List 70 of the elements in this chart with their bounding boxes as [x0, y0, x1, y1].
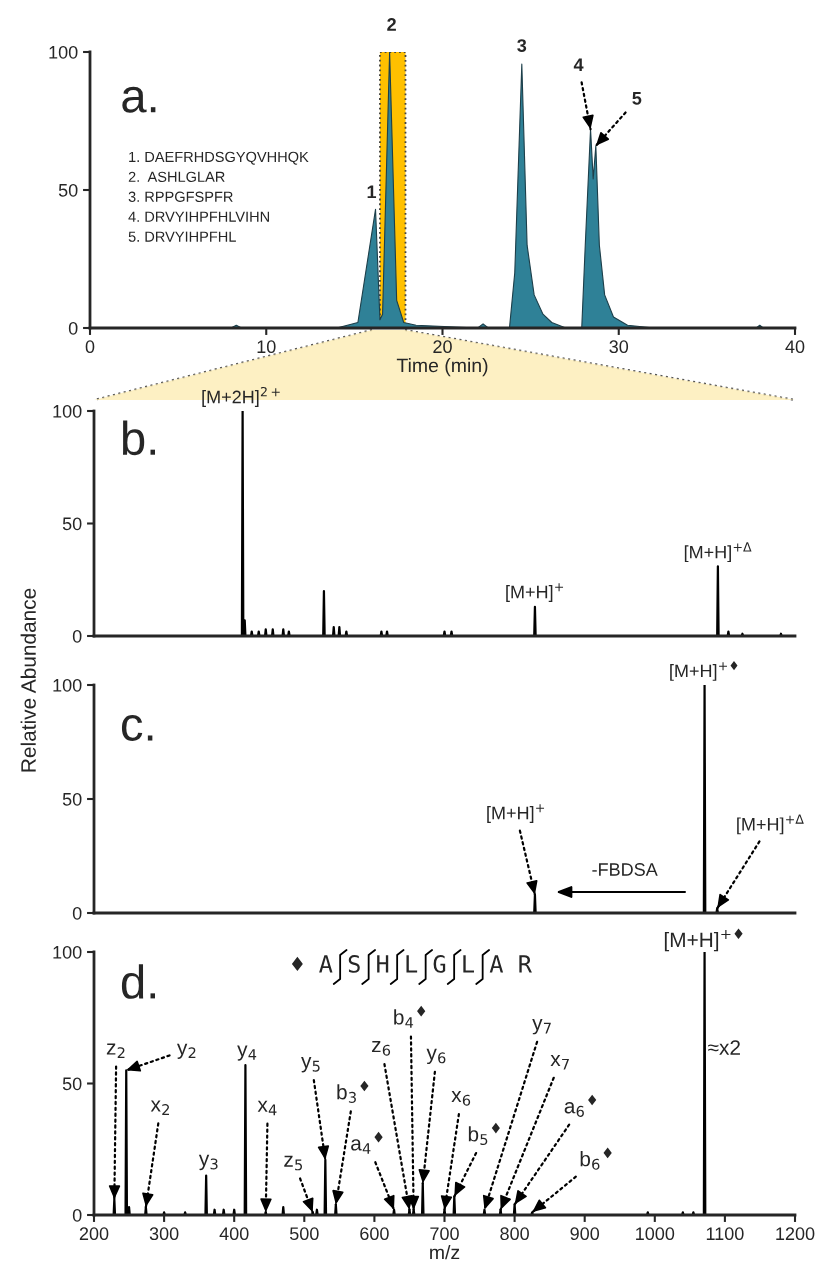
- y-tick-label: 50: [62, 1077, 82, 1091]
- x-tick-label: 400: [219, 1227, 249, 1241]
- annotation: ♦ A S H L G L A R: [291, 954, 532, 973]
- annotation: [M+H]$^{+}$: [506, 583, 564, 602]
- annotation: a.: [122, 86, 156, 113]
- x-tick-label: 200: [79, 1227, 109, 1241]
- annotation: y$_{5}$: [301, 1057, 320, 1073]
- annotation: ≈x2: [708, 1040, 740, 1055]
- annotation: x$_{4}$: [257, 1100, 277, 1116]
- annotation: y$_{6}$: [426, 1048, 446, 1065]
- annotation: 1. DAEFRHDSGYQVHHQK 2. ASHLGLAR 3. RPPGFSPFR 4. DRVYIHPFHLVIHN 5. DRVYIHPFHL: [128, 151, 309, 242]
- x-axis-title: Time (min): [396, 358, 488, 377]
- annotation: b$_{6}$$^{♦}$: [580, 1147, 612, 1170]
- annotation: [M+H]$^{+Δ}$: [684, 542, 752, 563]
- y-tick-label: 100: [53, 678, 82, 692]
- x-tick-label: 30: [609, 340, 629, 354]
- x-tick-label: 1000: [636, 1227, 675, 1241]
- annotation: z$_{6}$: [371, 1041, 391, 1056]
- y-tick-label: 0: [72, 906, 82, 920]
- x-tick-label: 500: [289, 1227, 319, 1241]
- x-tick-label: 20: [433, 340, 452, 354]
- annotation: b.: [122, 420, 156, 456]
- annotation: y$_{3}$: [198, 1154, 218, 1171]
- y-tick-label: 100: [53, 945, 82, 959]
- annotation: [M+H]$^{+♦}$: [664, 928, 743, 952]
- annotation: [M+H]$^{+♦}$: [670, 660, 738, 681]
- annotation: -FBDSA: [592, 863, 658, 876]
- annotation: x$_{7}$: [550, 1055, 569, 1070]
- x-tick-label: 1200: [776, 1227, 815, 1241]
- annotation: d.: [121, 964, 156, 999]
- annotation: b$_{5}$$^{♦}$: [468, 1122, 500, 1145]
- x-tick-label: 10: [257, 340, 276, 354]
- annotation: b$_{4}$$^{♦}$: [394, 1005, 426, 1028]
- annotation: z$_{5}$: [284, 1155, 303, 1171]
- y-tick-label: 100: [49, 45, 78, 59]
- y-tick-label: 50: [62, 792, 82, 806]
- x-tick-label: 0: [85, 340, 95, 354]
- annotation: 1: [367, 185, 377, 198]
- y-tick-label: 0: [68, 321, 78, 335]
- annotation: [M+2H]$^{2+}$: [202, 386, 280, 407]
- x-tick-label: 700: [430, 1227, 459, 1241]
- annotation: a$_{6}$$^{♦}$: [564, 1094, 597, 1117]
- annotation: 5: [632, 92, 642, 105]
- x-tick-label: 300: [149, 1227, 179, 1241]
- annotation: 3: [517, 39, 527, 53]
- annotation: a$_{4}$$^{♦}$: [351, 1131, 383, 1154]
- x-axis-title: m/z: [430, 1245, 460, 1260]
- y-tick-label: 0: [72, 1208, 82, 1222]
- annotation: y$_{7}$: [532, 1019, 551, 1035]
- annotation: [M+H]$^{+Δ}$: [737, 814, 804, 835]
- annotation: b$_{3}$$^{♦}$: [337, 1080, 369, 1103]
- x-tick-label: 800: [500, 1227, 529, 1241]
- annotation: 4: [573, 58, 584, 71]
- annotation: c.: [121, 715, 153, 741]
- x-tick-label: 40: [785, 340, 805, 354]
- x-tick-label: 900: [570, 1227, 600, 1241]
- annotation: 2: [387, 18, 396, 31]
- annotation: y$_{2}$: [176, 1043, 196, 1059]
- annotation: z$_{2}$: [106, 1043, 125, 1058]
- y-tick-label: 50: [58, 183, 78, 197]
- y-tick-label: 50: [62, 517, 82, 531]
- y-tick-label: 100: [53, 404, 82, 418]
- x-tick-label: 600: [360, 1227, 389, 1241]
- annotation: [M+H]$^{+}$: [487, 804, 545, 823]
- annotation: y$_{4}$: [237, 1045, 257, 1061]
- annotation: x$_{2}$: [150, 1100, 169, 1115]
- y-tick-label: 0: [72, 629, 82, 643]
- x-tick-label: 1100: [706, 1227, 744, 1241]
- y-axis-title: Relative Abundance: [20, 588, 36, 772]
- annotation: x$_{6}$: [451, 1091, 471, 1106]
